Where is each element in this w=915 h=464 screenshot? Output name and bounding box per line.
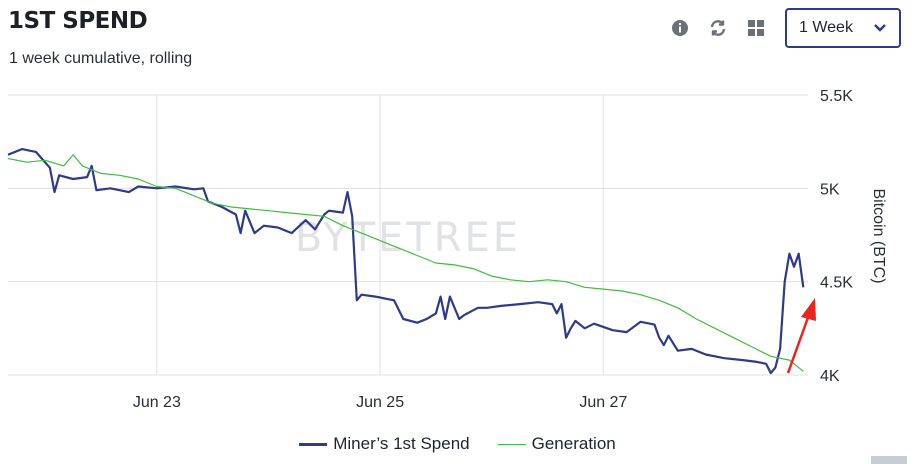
legend-item-generation[interactable]: Generation [497,434,616,454]
range-select-value: 1 Week [799,19,853,36]
series-line-miner-spend [7,148,805,375]
chart-ticks: 4K 4.5K 5K 5.5K Jun 23 Jun 25 Jun 27 [133,88,853,411]
y-axis-label: Bitcoin (BTC) [870,188,887,283]
series-line-generation [7,154,804,372]
x-tick-label: Jun 27 [579,394,627,411]
scroll-to-top-button[interactable] [871,456,907,464]
y-tick-label: 5K [820,181,840,198]
grid-icon[interactable] [745,17,767,39]
chart-legend: Miner’s 1st Spend Generation [0,434,915,454]
x-tick-label: Jun 25 [356,394,404,411]
refresh-icon[interactable] [707,17,729,39]
legend-label-miner-spend: Miner’s 1st Spend [333,434,470,453]
chart-toolbar: 1 Week [669,8,901,48]
legend-swatch-generation [497,443,526,445]
chart-grid [8,94,808,376]
legend-swatch-miner-spend [299,442,328,446]
range-select[interactable]: 1 Week [785,8,901,48]
x-tick-label: Jun 23 [133,394,181,411]
info-icon[interactable] [669,17,691,39]
y-tick-label: 4K [820,368,840,385]
page-subtitle: 1 week cumulative, rolling [9,50,193,67]
legend-label-generation: Generation [531,434,616,453]
page-title: 1ST SPEND [8,8,148,34]
watermark-text: BYTETREE [295,215,521,261]
y-tick-label: 5.5K [820,88,853,105]
y-tick-label: 4.5K [820,275,853,292]
watermark: BYTETREE [295,215,521,261]
chevron-down-icon [874,24,886,32]
legend-item-miner-spend[interactable]: Miner’s 1st Spend [299,434,470,454]
red-arrow-annotation [786,298,816,374]
chart-series [7,148,805,375]
